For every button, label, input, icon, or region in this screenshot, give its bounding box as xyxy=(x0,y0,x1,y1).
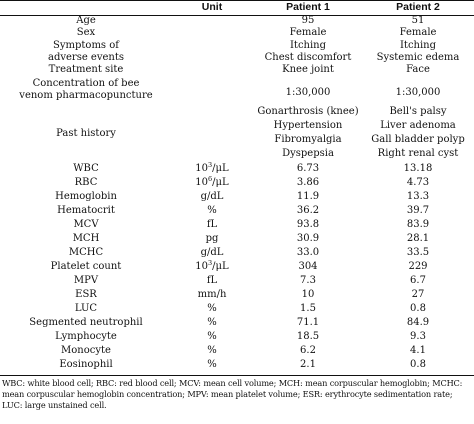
p1-symptoms-line1: Itching xyxy=(289,40,327,51)
unit-esr: mm/h xyxy=(197,289,227,300)
p2-history-3: Gall bladder polyp xyxy=(371,134,465,145)
p2-eosinophil: 0.8 xyxy=(410,359,426,370)
row-label-platelet: Platelet count xyxy=(50,261,122,272)
p1-platelet: 304 xyxy=(298,261,318,272)
row-label-hemoglobin: Hemoglobin xyxy=(55,191,117,202)
p2-treatment-site: Face xyxy=(406,64,430,75)
unit-wbc: 103/μL xyxy=(195,161,229,174)
p1-luc: 1.5 xyxy=(300,303,316,314)
row-label-past-history: Past history xyxy=(56,128,116,139)
p2-luc: 0.8 xyxy=(410,303,426,314)
row-label-mpv: MPV xyxy=(73,275,99,286)
row-label-sex: Sex xyxy=(76,27,96,38)
p1-mch: 30.9 xyxy=(296,233,320,244)
p1-mpv: 7.3 xyxy=(300,275,316,286)
unit-luc: % xyxy=(207,303,217,314)
row-label-concentration-line1: Concentration of bee xyxy=(32,78,140,89)
p2-mcv: 83.9 xyxy=(406,219,430,230)
unit-segmented-neutrophil: % xyxy=(207,317,217,328)
p2-rbc: 4.73 xyxy=(406,177,430,188)
unit-mpv: fL xyxy=(206,275,218,286)
p2-sex: Female xyxy=(399,27,437,38)
p2-age: 51 xyxy=(411,15,425,26)
p2-history-1: Bell's palsy xyxy=(389,106,447,117)
p2-mchc: 33.5 xyxy=(406,247,430,258)
p2-hemoglobin: 13.3 xyxy=(406,191,430,202)
p1-hematocrit: 36.2 xyxy=(296,205,320,216)
header-unit: Unit xyxy=(201,1,223,13)
p2-esr: 27 xyxy=(411,289,425,300)
unit-eosinophil: % xyxy=(207,359,217,370)
p1-eosinophil: 2.1 xyxy=(300,359,316,370)
unit-monocyte: % xyxy=(207,345,217,356)
p1-sex: Female xyxy=(289,27,327,38)
row-label-segmented-neutrophil: Segmented neutrophil xyxy=(29,317,143,328)
p2-hematocrit: 39.7 xyxy=(406,205,430,216)
p1-monocyte: 6.2 xyxy=(300,345,316,356)
p2-platelet: 229 xyxy=(408,261,428,272)
row-label-symptoms-line2: adverse events xyxy=(47,52,124,63)
table-footnote: WBC: white blood cell; RBC: red blood ce… xyxy=(2,378,463,411)
p1-lymphocyte: 18.5 xyxy=(296,331,320,342)
p1-mchc: 33.0 xyxy=(296,247,320,258)
p1-history-2: Hypertension xyxy=(273,120,343,131)
unit-rbc: 106/μL xyxy=(195,175,229,188)
row-label-eosinophil: Eosinophil xyxy=(59,359,113,370)
p2-segmented-neutrophil: 84.9 xyxy=(406,317,430,328)
p1-hemoglobin: 11.9 xyxy=(296,191,320,202)
table-top-rule xyxy=(0,0,474,1)
table-bottom-rule xyxy=(0,375,474,376)
p2-mch: 28.1 xyxy=(406,233,430,244)
unit-hematocrit: % xyxy=(207,205,217,216)
p1-history-3: Fibromyalgia xyxy=(274,134,342,145)
table-header-rule xyxy=(0,15,474,16)
unit-lymphocyte: % xyxy=(207,331,217,342)
p2-mpv: 6.7 xyxy=(410,275,426,286)
unit-platelet: 103/μL xyxy=(195,259,229,272)
header-patient2: Patient 2 xyxy=(396,1,440,13)
p1-treatment-site: Knee joint xyxy=(282,64,334,75)
unit-mchc: g/dL xyxy=(200,247,224,258)
p2-symptoms-line2: Systemic edema xyxy=(376,52,460,63)
p1-history-4: Dyspepsia xyxy=(282,148,334,159)
p1-history-1: Gonarthrosis (knee) xyxy=(257,106,359,117)
p2-history-2: Liver adenoma xyxy=(380,120,456,131)
row-label-esr: ESR xyxy=(75,289,97,300)
row-label-wbc: WBC xyxy=(73,163,99,174)
p1-age: 95 xyxy=(301,15,315,26)
header-patient1: Patient 1 xyxy=(286,1,330,13)
p1-esr: 10 xyxy=(301,289,315,300)
row-label-concentration-line2: venom pharmacopuncture xyxy=(19,90,153,101)
row-label-luc: LUC xyxy=(74,303,98,314)
row-label-mcv: MCV xyxy=(73,219,99,230)
row-label-age: Age xyxy=(76,15,96,26)
row-label-monocyte: Monocyte xyxy=(61,345,111,356)
p1-mcv: 93.8 xyxy=(296,219,320,230)
unit-mch: pg xyxy=(205,233,219,244)
p1-symptoms-line2: Chest discomfort xyxy=(264,52,352,63)
unit-hemoglobin: g/dL xyxy=(200,191,224,202)
p2-concentration: 1:30,000 xyxy=(395,87,441,98)
p1-segmented-neutrophil: 71.1 xyxy=(296,317,320,328)
row-label-mch: MCH xyxy=(72,233,100,244)
p1-wbc: 6.73 xyxy=(296,163,320,174)
p1-concentration: 1:30,000 xyxy=(285,87,331,98)
p2-lymphocyte: 9.3 xyxy=(410,331,426,342)
p2-history-4: Right renal cyst xyxy=(377,148,459,159)
p1-rbc: 3.86 xyxy=(296,177,320,188)
row-label-symptoms-line1: Symptoms of xyxy=(53,40,119,51)
p2-symptoms-line1: Itching xyxy=(399,40,437,51)
row-label-mchc: MCHC xyxy=(68,247,104,258)
unit-mcv: fL xyxy=(206,219,218,230)
row-label-treatment-site: Treatment site xyxy=(48,64,124,75)
p2-wbc: 13.18 xyxy=(403,163,433,174)
row-label-rbc: RBC xyxy=(74,177,98,188)
row-label-hematocrit: Hematocrit xyxy=(57,205,115,216)
row-label-lymphocyte: Lymphocyte xyxy=(55,331,117,342)
p2-monocyte: 4.1 xyxy=(410,345,426,356)
